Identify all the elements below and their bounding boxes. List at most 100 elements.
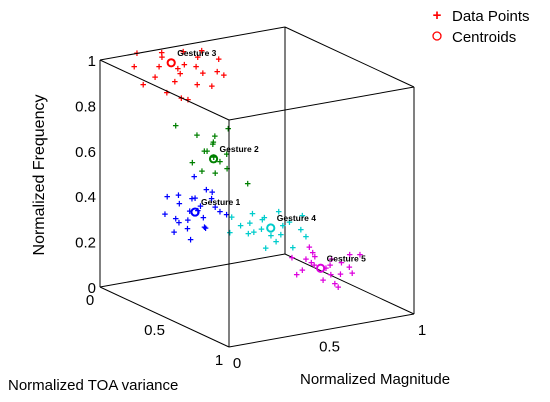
data-point-gesture-5: + [332, 278, 338, 290]
data-point-gesture-1: + [192, 193, 198, 205]
data-point-gesture-2: + [212, 168, 218, 180]
data-point-gesture-3: + [175, 64, 181, 76]
box-edge [99, 286, 230, 348]
data-point-gesture-4: + [263, 243, 269, 255]
cluster-label-gesture-5: Gesture 5 [327, 253, 366, 263]
data-point-gesture-3: + [221, 70, 227, 82]
data-point-gesture-4: + [303, 232, 309, 244]
data-point-gesture-3: + [180, 46, 186, 58]
data-point-gesture-1: + [185, 215, 191, 227]
data-point-gesture-5: + [303, 254, 309, 266]
data-point-gesture-4: + [290, 243, 296, 255]
data-point-gesture-3: + [140, 79, 146, 91]
box-edge [284, 26, 415, 88]
data-point-gesture-5: + [357, 250, 363, 262]
data-point-gesture-1: + [201, 222, 207, 234]
data-point-gesture-3: + [177, 68, 183, 80]
z-tick-label: 0.8 [75, 98, 96, 115]
legend-data-points-marker: + [433, 7, 442, 24]
data-point-gesture-2: + [199, 166, 205, 178]
data-point-gesture-3: + [193, 62, 199, 74]
data-point-gesture-3: + [209, 81, 215, 93]
data-point-gesture-4: + [251, 227, 257, 239]
data-point-gesture-4: + [280, 221, 286, 233]
data-point-gesture-1: + [200, 212, 206, 224]
data-point-gesture-3: + [181, 60, 187, 72]
axis-box-back-edges [99, 27, 415, 315]
data-point-gesture-3: + [216, 54, 222, 66]
data-point-gesture-5: + [306, 242, 312, 254]
legend-centroids-label: Centroids [452, 29, 516, 46]
data-point-gesture-5: + [312, 251, 318, 263]
data-point-gesture-4: + [249, 209, 255, 221]
data-point-gesture-5: + [289, 252, 295, 264]
data-point-gesture-1: + [187, 206, 193, 218]
cluster-label-gesture-2: Gesture 2 [220, 144, 259, 154]
box-edge [99, 59, 230, 121]
data-point-gesture-1: + [187, 234, 193, 246]
data-point-gesture-3: + [200, 68, 206, 80]
data-point-gesture-3: + [194, 79, 200, 91]
centroid-gesture-4 [266, 223, 276, 233]
data-point-gesture-5: + [299, 265, 305, 277]
x-axis-title: Normalized TOA variance [8, 377, 178, 394]
data-point-gesture-5: + [337, 269, 343, 281]
data-point-gesture-5: + [294, 270, 300, 282]
cluster-label-gesture-4: Gesture 4 [277, 213, 316, 223]
data-point-gesture-1: + [184, 224, 190, 236]
data-point-gesture-5: + [338, 257, 344, 269]
data-point-gesture-1: + [175, 190, 181, 202]
data-point-gesture-4: + [273, 236, 279, 248]
centroid-gesture-3 [166, 58, 176, 68]
z-tick-label: 1 [88, 53, 96, 70]
data-point-gesture-2: + [210, 139, 216, 151]
data-point-gesture-2: + [204, 146, 210, 158]
data-point-gesture-5: + [310, 248, 316, 260]
axis-box-front-edges [99, 26, 415, 348]
cluster-label-gesture-3: Gesture 3 [177, 48, 216, 58]
data-point-gesture-3: + [214, 66, 220, 78]
x-tick-label: 0 [86, 292, 94, 309]
box-edge [228, 86, 415, 121]
data-point-gesture-4: + [258, 224, 264, 236]
centroid-gesture-2 [208, 154, 219, 164]
data-point-gesture-5: + [327, 260, 333, 272]
data-points-layer: ++ ++++ +++++++++ ++++ ++++ ++Gesture 1++++++… [131, 45, 366, 294]
data-point-gesture-5: + [308, 258, 314, 270]
data-point-gesture-1: + [162, 209, 168, 221]
data-point-gesture-4: + [227, 227, 233, 239]
data-point-gesture-3: + [199, 45, 205, 57]
data-point-gesture-1: + [203, 184, 209, 196]
data-point-gesture-4: + [298, 225, 304, 237]
data-point-gesture-2: + [217, 156, 223, 168]
cluster-label-gesture-1: Gesture 1 [201, 197, 240, 207]
data-point-gesture-1: + [176, 198, 182, 210]
data-point-gesture-3: + [178, 93, 184, 105]
data-point-gesture-4: + [247, 218, 253, 230]
data-point-gesture-3: + [164, 88, 170, 100]
data-point-gesture-1: + [176, 218, 182, 230]
y-tick-label: 1 [418, 322, 426, 339]
data-point-gesture-5: + [311, 260, 317, 272]
data-point-gesture-2: + [172, 120, 178, 132]
x-tick-label: 0.5 [144, 322, 165, 339]
data-point-gesture-4: + [259, 215, 265, 227]
legend-data-points-label: Data Points [452, 8, 530, 25]
data-point-gesture-2: + [225, 123, 231, 135]
data-point-gesture-5: + [320, 275, 326, 287]
legend: + Data Points Centroids [432, 7, 530, 46]
z-axis-title: Normalized Frequency [31, 95, 48, 256]
data-point-gesture-1: + [171, 227, 177, 239]
data-point-gesture-3: + [131, 62, 137, 74]
centroid-gesture-1 [190, 207, 200, 217]
y-tick-label: 0 [233, 355, 241, 372]
y-axis-title: Normalized Magnitude [300, 371, 450, 388]
data-point-gesture-1: + [189, 193, 195, 205]
box-edge [284, 253, 415, 315]
data-point-gesture-4: + [268, 230, 274, 242]
data-point-gesture-3: + [172, 76, 178, 88]
data-point-gesture-2: + [210, 137, 216, 149]
data-point-gesture-1: + [197, 201, 203, 213]
box-edge [228, 313, 415, 348]
